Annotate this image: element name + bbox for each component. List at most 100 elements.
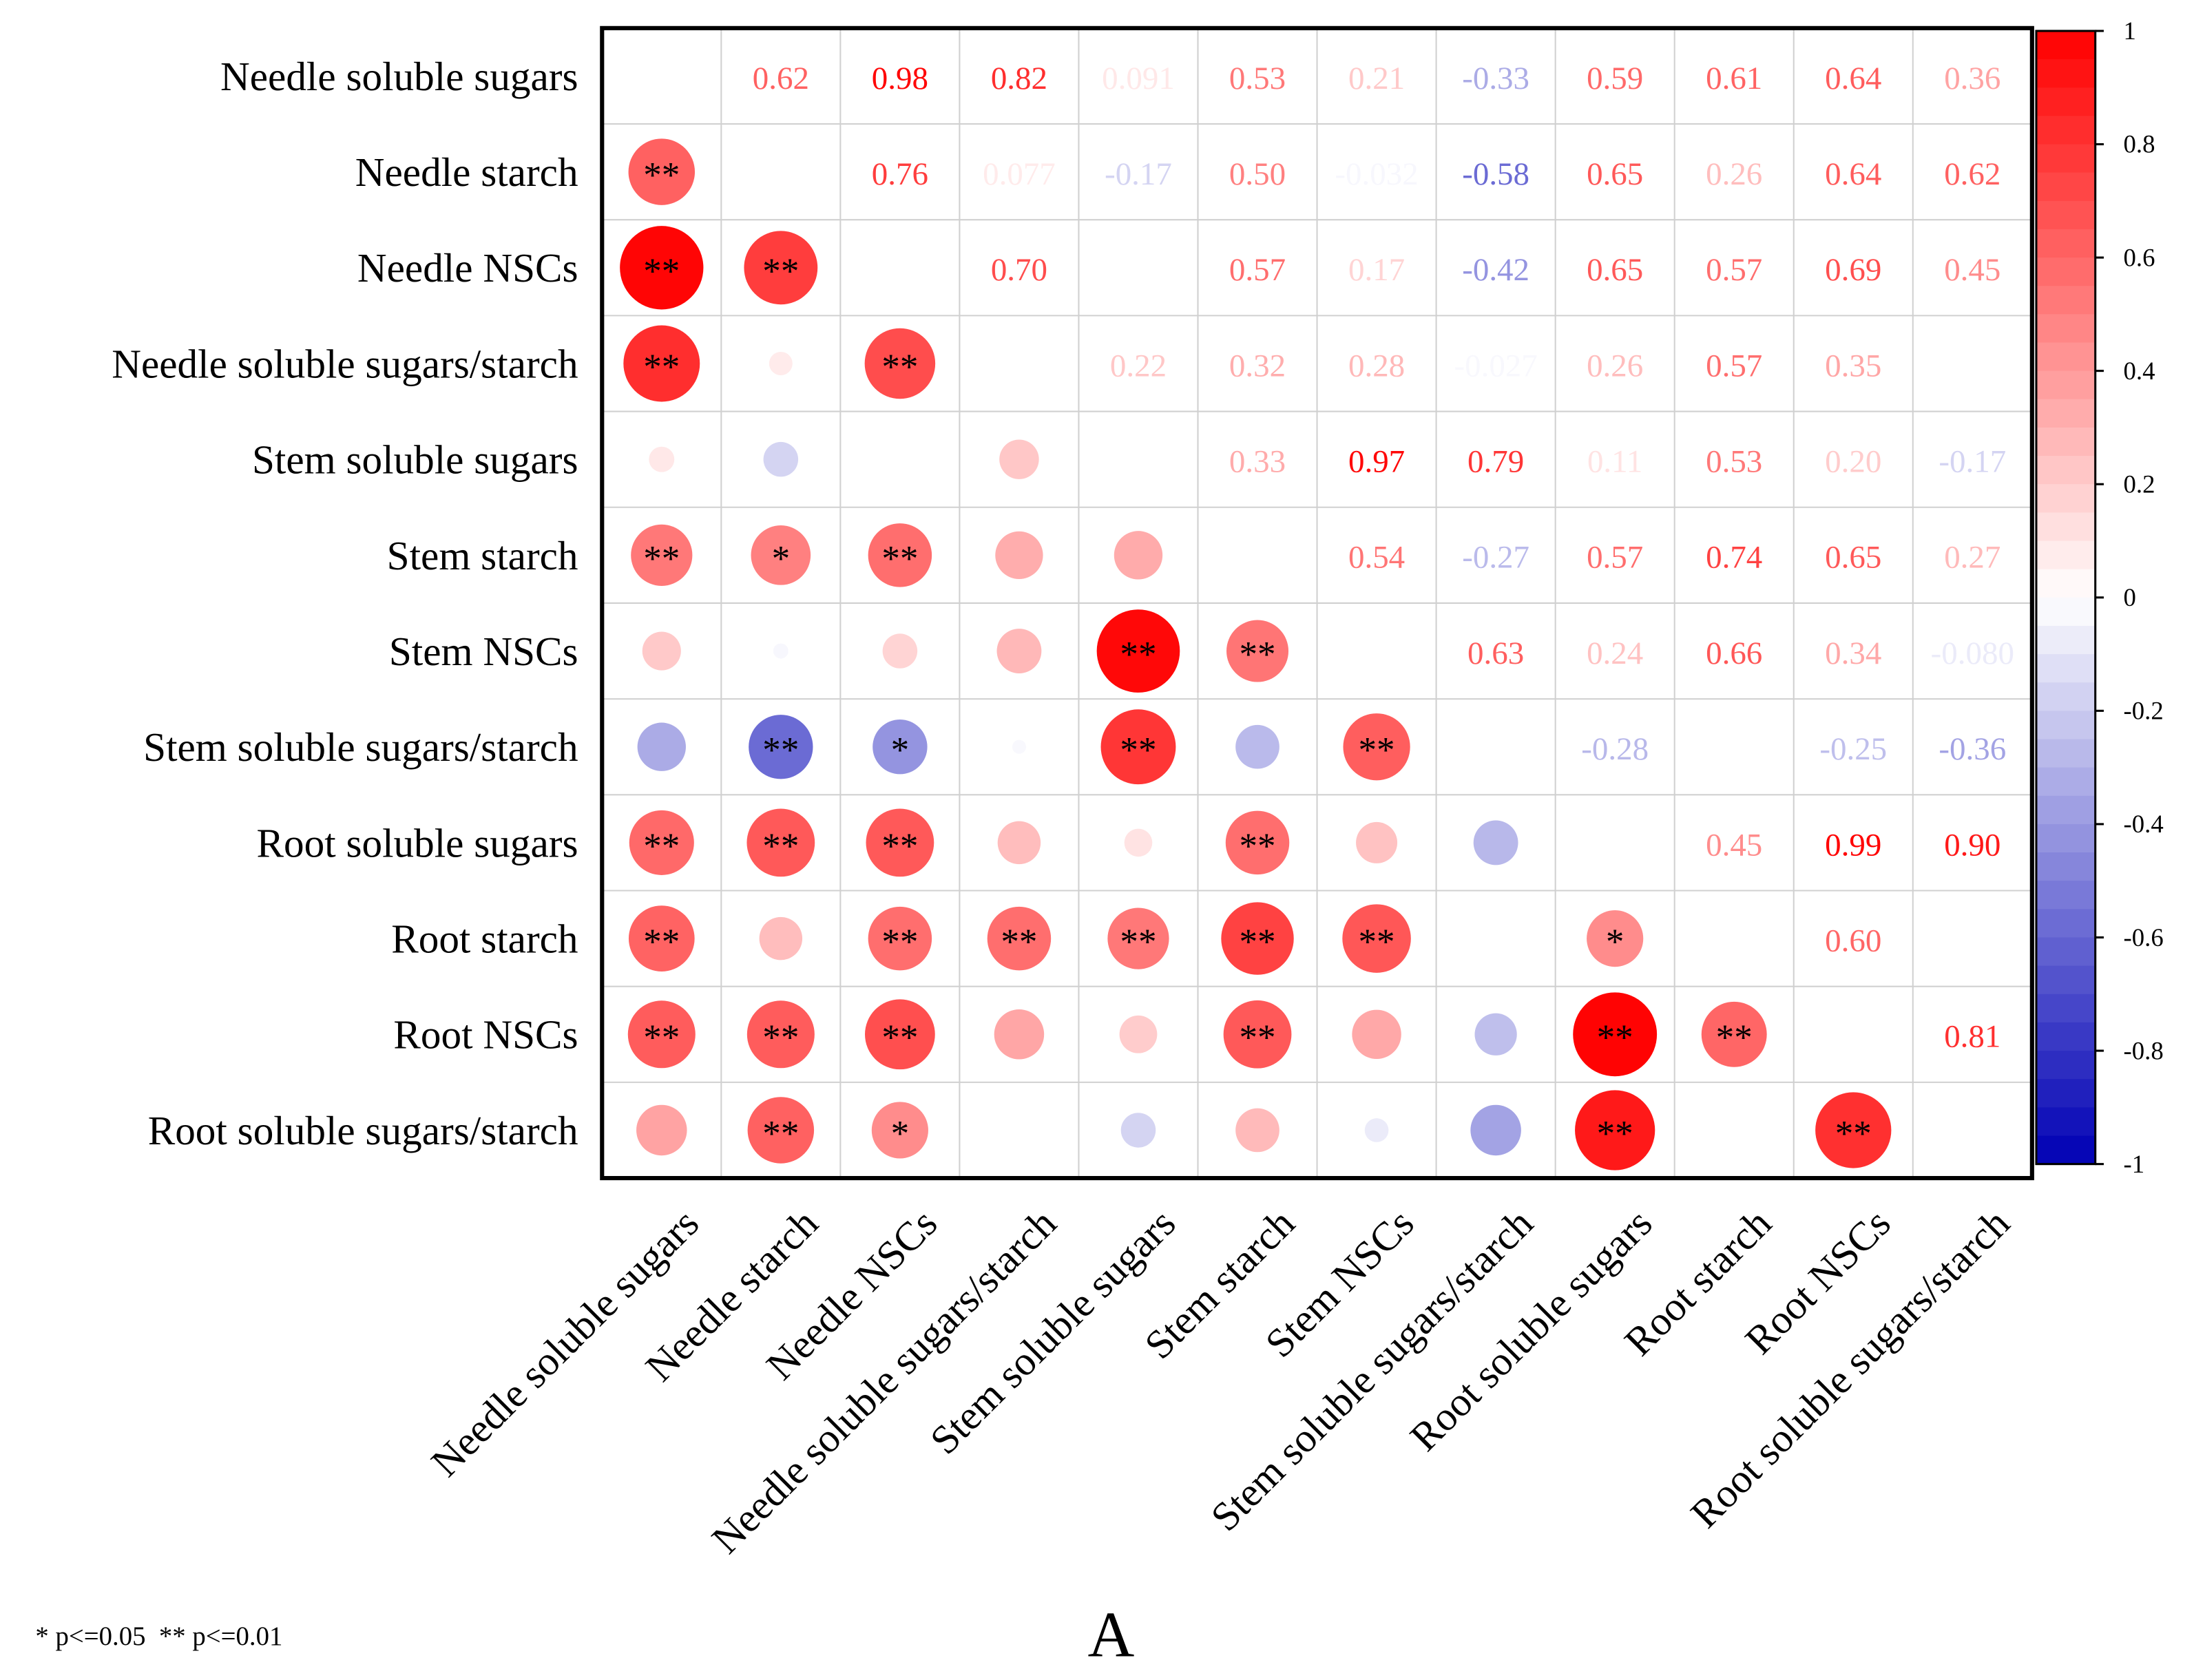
correlation-value-label: 0.63 xyxy=(1467,636,1524,671)
correlation-value-label: 0.57 xyxy=(1706,252,1762,288)
colorbar-segment xyxy=(2036,625,2096,655)
correlation-circle xyxy=(627,1000,696,1069)
correlation-value-label: 0.57 xyxy=(1587,540,1643,576)
correlation-circle xyxy=(1221,902,1294,975)
colorbar-segment xyxy=(2036,229,2096,259)
colorbar-segment xyxy=(2036,172,2096,202)
colorbar-segment xyxy=(2036,654,2096,684)
correlation-value-label: 0.45 xyxy=(1944,252,2000,288)
significance-marker: ** xyxy=(1239,826,1275,866)
correlation-circle xyxy=(1235,724,1279,769)
correlation-circle xyxy=(623,325,700,402)
panel-label: A xyxy=(1088,1599,1135,1670)
significance-marker: ** xyxy=(1359,731,1395,770)
correlation-value-label: -0.25 xyxy=(1819,731,1887,767)
colorbar-segment xyxy=(2036,795,2096,826)
colorbar-segment xyxy=(2036,597,2096,627)
correlation-value-label: 0.69 xyxy=(1825,252,1881,288)
correlation-value-label: 0.22 xyxy=(1110,348,1167,384)
colorbar-segment xyxy=(2036,937,2096,967)
colorbar-segment xyxy=(2036,994,2096,1024)
correlation-value-label: -0.17 xyxy=(1105,156,1172,192)
significance-marker: ** xyxy=(1835,1114,1872,1154)
row-label: Needle NSCs xyxy=(357,245,578,291)
colorbar-segment xyxy=(2036,314,2096,344)
correlation-value-label: 0.20 xyxy=(1825,444,1881,480)
correlation-value-label: 0.11 xyxy=(1587,444,1642,480)
correlation-value-label: -0.17 xyxy=(1939,444,2006,480)
significance-marker: * xyxy=(772,539,791,579)
row-label: Needle soluble sugars/starch xyxy=(112,341,578,386)
significance-marker: ** xyxy=(1597,1018,1633,1058)
correlation-value-label: 0.32 xyxy=(1229,348,1286,384)
colorbar-segment xyxy=(2036,1022,2096,1052)
correlation-value-label: 0.21 xyxy=(1348,61,1405,96)
significance-marker: ** xyxy=(1239,635,1275,675)
correlation-value-label: 0.34 xyxy=(1825,636,1881,671)
colorbar-segment xyxy=(2036,881,2096,910)
colorbar-tick-label: -0.4 xyxy=(2124,810,2164,838)
correlation-value-label: 0.98 xyxy=(872,61,928,96)
row-label: Stem soluble sugars/starch xyxy=(143,724,578,770)
correlation-circle xyxy=(769,351,793,375)
correlation-circle xyxy=(631,524,693,586)
row-label: Needle soluble sugars xyxy=(220,54,578,99)
correlation-circle xyxy=(995,531,1043,580)
correlation-circle xyxy=(637,722,686,771)
colorbar-segment xyxy=(2036,682,2096,712)
significance-marker: * xyxy=(891,731,910,770)
significance-marker: ** xyxy=(1716,1018,1753,1058)
colorbar-segment xyxy=(2036,286,2096,315)
colorbar-segment xyxy=(2036,59,2096,89)
correlation-value-label: 0.99 xyxy=(1825,827,1881,863)
correlation-circle xyxy=(629,810,694,875)
correlation-circle xyxy=(1474,1013,1517,1056)
correlation-circle xyxy=(1473,820,1518,865)
correlation-circle xyxy=(744,231,818,305)
significance-marker: ** xyxy=(643,156,680,196)
correlation-value-label: 0.26 xyxy=(1587,348,1643,384)
colorbar-segment xyxy=(2036,512,2096,542)
correlation-circle xyxy=(1701,1001,1767,1067)
correlation-circle xyxy=(1096,609,1180,693)
colorbar-tick-label: 0.6 xyxy=(2124,243,2155,271)
significance-marker: ** xyxy=(1239,923,1275,963)
row-label: Root NSCs xyxy=(393,1012,578,1058)
row-label: Stem NSCs xyxy=(389,629,578,674)
correlation-circle xyxy=(759,916,803,960)
correlation-value-label: 0.45 xyxy=(1706,827,1762,863)
correlation-value-label: 0.66 xyxy=(1706,636,1762,671)
colorbar-segment xyxy=(2036,739,2096,768)
correlation-value-label: 0.90 xyxy=(1944,827,2000,863)
correlation-value-label: -0.33 xyxy=(1462,61,1529,96)
significance-marker: ** xyxy=(643,923,680,963)
correlation-value-label: -0.080 xyxy=(1931,636,2014,671)
correlation-circle xyxy=(628,138,696,205)
matrix-cells: 0.62 0.98 0.82 0.091 0.53 0.21 -0.33 0.59 0.61 0.… xyxy=(602,28,2032,1179)
correlation-value-label: 0.76 xyxy=(872,156,928,192)
significance-marker: ** xyxy=(1120,923,1156,963)
colorbar-segment xyxy=(2036,456,2096,485)
correlation-circle xyxy=(1226,620,1289,682)
correlation-circle xyxy=(1470,1104,1521,1156)
significance-footnote: * p<=0.05 ** p<=0.01 xyxy=(35,1621,282,1651)
colorbar-segment xyxy=(2036,30,2096,61)
correlation-circle xyxy=(1107,907,1169,969)
correlation-circle xyxy=(1225,810,1290,875)
correlation-value-label: 0.53 xyxy=(1229,61,1286,96)
correlation-circle xyxy=(773,643,788,659)
significance-marker: ** xyxy=(762,251,799,291)
colorbar-segment xyxy=(2036,200,2096,231)
colorbar-segment xyxy=(2036,116,2096,145)
correlation-value-label: 0.24 xyxy=(1587,636,1643,671)
colorbar-tick-label: -0.6 xyxy=(2124,923,2164,952)
correlation-value-label: 0.27 xyxy=(1944,540,2000,576)
correlation-value-label: 0.79 xyxy=(1467,444,1524,480)
correlation-circle xyxy=(866,808,934,877)
correlation-circle xyxy=(1352,1009,1401,1060)
colorbar-segment xyxy=(2036,87,2096,117)
significance-marker: ** xyxy=(1239,1018,1275,1058)
correlation-value-label: -0.28 xyxy=(1581,731,1649,767)
correlation-circle xyxy=(865,999,935,1070)
